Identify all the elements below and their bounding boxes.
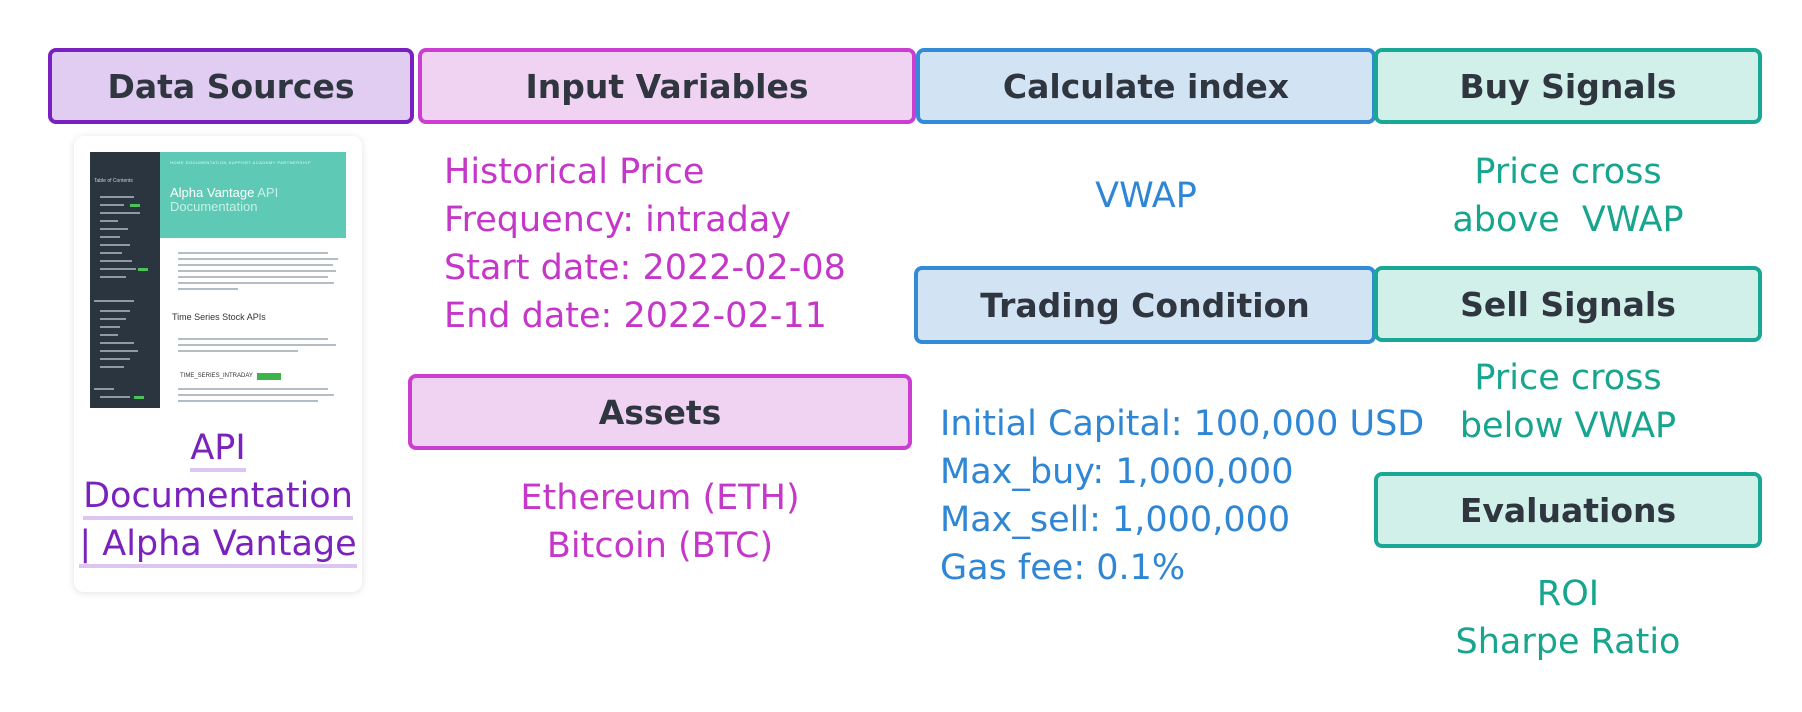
- thumbnail-toc-label: Table of Contents: [94, 178, 133, 184]
- input-variables-title: Input Variables: [525, 66, 809, 106]
- assets-header: Assets: [408, 374, 912, 450]
- api-documentation-link[interactable]: API Documentation | Alpha Vantage: [74, 424, 362, 568]
- trading-condition-item: Initial Capital: 100,000 USD: [940, 404, 1425, 444]
- api-documentation-card[interactable]: Table of Contents HOME DOCUM: [74, 136, 362, 592]
- asset-item: Bitcoin (BTC): [546, 526, 774, 566]
- index-value: VWAP: [1095, 176, 1197, 216]
- trading-condition-item: Max_buy: 1,000,000: [940, 452, 1294, 492]
- input-variable-item: End date: 2022-02-11: [444, 296, 827, 336]
- thumbnail-subsection: TIME_SERIES_INTRADAY: [180, 373, 253, 379]
- api-docs-thumbnail: Table of Contents HOME DOCUM: [90, 152, 346, 408]
- thumbnail-nav: HOME DOCUMENTATION SUPPORT ACADEMY PARTN…: [170, 160, 311, 165]
- buy-signal-line: Price cross: [1474, 152, 1662, 192]
- evaluation-item: ROI: [1536, 574, 1600, 614]
- buy-signal-line: above VWAP: [1452, 200, 1684, 240]
- link-line-1[interactable]: API: [190, 428, 246, 472]
- buy-signals-text: Price cross above VWAP: [1374, 148, 1762, 244]
- thumbnail-sidebar: Table of Contents: [90, 152, 160, 408]
- link-line-3[interactable]: | Alpha Vantage: [79, 524, 357, 568]
- thumbnail-section-title: Time Series Stock APIs: [172, 312, 266, 322]
- thumbnail-trending-badge: [257, 373, 281, 380]
- calculate-index-header: Calculate index: [916, 48, 1376, 124]
- sell-signals-title: Sell Signals: [1460, 284, 1676, 324]
- thumbnail-banner: HOME DOCUMENTATION SUPPORT ACADEMY PARTN…: [160, 152, 346, 238]
- calculate-index-title: Calculate index: [1002, 66, 1290, 106]
- input-variable-item: Frequency: intraday: [444, 200, 792, 240]
- sell-signals-text: Price cross below VWAP: [1374, 354, 1762, 450]
- trading-condition-item: Gas fee: 0.1%: [940, 548, 1186, 588]
- trading-condition-list: Initial Capital: 100,000 USD Max_buy: 1,…: [940, 400, 1424, 592]
- input-variable-item: Historical Price: [444, 152, 705, 192]
- trading-condition-item: Max_sell: 1,000,000: [940, 500, 1291, 540]
- trading-condition-header: Trading Condition: [914, 266, 1376, 344]
- buy-signals-header: Buy Signals: [1374, 48, 1762, 124]
- sell-signal-line: Price cross: [1474, 358, 1662, 398]
- evaluations-list: ROI Sharpe Ratio: [1374, 570, 1762, 666]
- assets-list: Ethereum (ETH) Bitcoin (BTC): [408, 474, 912, 570]
- input-variable-item: Start date: 2022-02-08: [444, 248, 846, 288]
- input-variables-header: Input Variables: [418, 48, 916, 124]
- evaluations-header: Evaluations: [1374, 472, 1762, 548]
- thumbnail-title: Alpha Vantage API Documentation: [170, 185, 279, 214]
- trading-condition-title: Trading Condition: [980, 285, 1310, 325]
- asset-item: Ethereum (ETH): [520, 478, 800, 518]
- input-variables-list: Historical Price Frequency: intraday Sta…: [444, 148, 846, 340]
- sell-signals-header: Sell Signals: [1374, 266, 1762, 342]
- data-sources-title: Data Sources: [107, 66, 355, 106]
- link-line-2[interactable]: Documentation: [83, 476, 353, 520]
- assets-title: Assets: [598, 392, 722, 432]
- sell-signal-line: below VWAP: [1459, 406, 1677, 446]
- evaluations-title: Evaluations: [1459, 490, 1677, 530]
- buy-signals-title: Buy Signals: [1459, 66, 1677, 106]
- data-sources-header: Data Sources: [48, 48, 414, 124]
- evaluation-item: Sharpe Ratio: [1455, 622, 1681, 662]
